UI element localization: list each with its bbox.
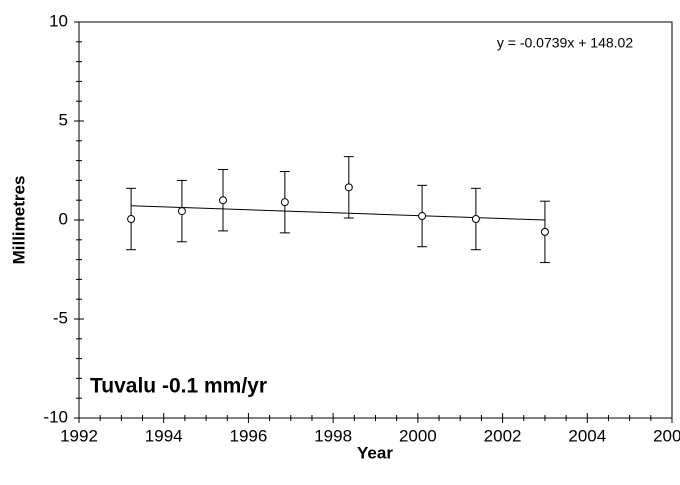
data-point	[127, 215, 136, 224]
x-tick-label: 1992	[60, 426, 98, 445]
x-tick-label: 1994	[145, 426, 183, 445]
x-axis-title: Year	[357, 443, 393, 462]
trendline	[131, 205, 545, 221]
y-axis-title: Millimetres	[9, 176, 28, 265]
x-tick-label: 1998	[314, 426, 352, 445]
data-point	[540, 227, 549, 236]
x-tick-label: 2004	[568, 426, 606, 445]
annotation: Tuvalu -0.1 mm/yr	[90, 375, 267, 398]
y-tick-label: -5	[53, 308, 68, 327]
y-tick-label: 5	[59, 110, 68, 129]
data-point	[219, 196, 228, 205]
plot-frame	[78, 21, 673, 419]
data-point	[177, 207, 186, 216]
y-tick-label: 0	[59, 209, 68, 228]
data-point	[418, 212, 427, 221]
trendline-equation: y = -0.0739x + 148.02	[497, 35, 633, 51]
data-point	[280, 198, 289, 207]
x-tick-label: 2006	[653, 426, 680, 445]
y-tick-label: 10	[49, 11, 68, 30]
data-point	[344, 183, 353, 192]
x-tick-label: 1996	[230, 426, 268, 445]
x-tick-label: 2000	[399, 426, 437, 445]
data-point	[471, 215, 480, 224]
y-tick-label: -10	[43, 407, 68, 426]
x-tick-label: 2002	[484, 426, 522, 445]
